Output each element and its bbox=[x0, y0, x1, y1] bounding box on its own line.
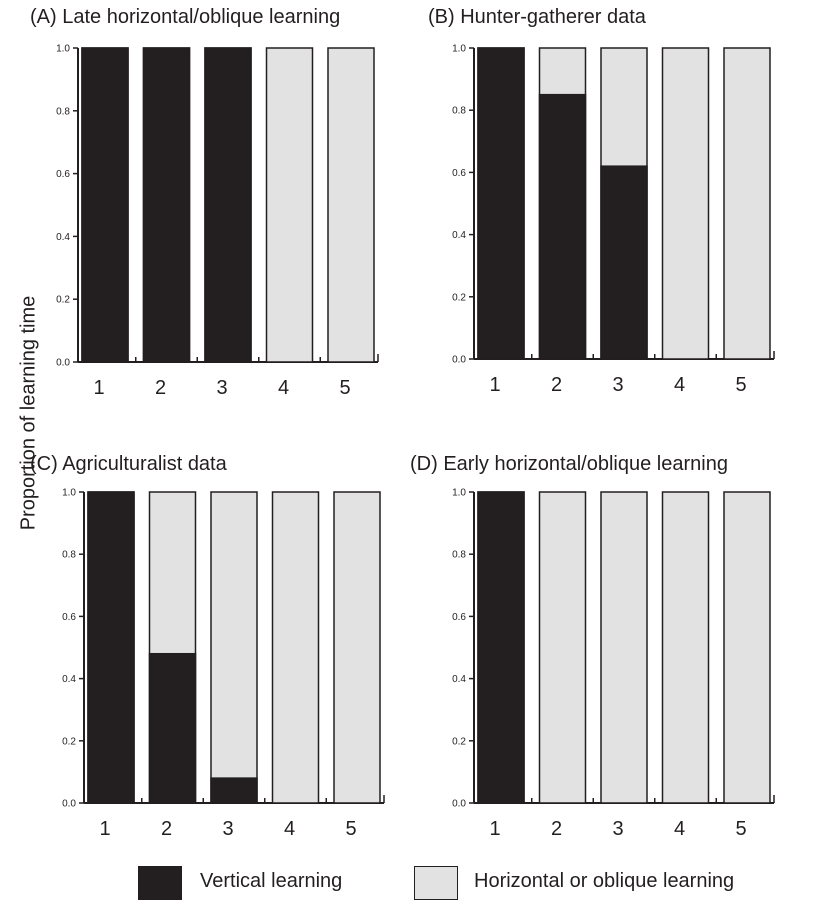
panel-c-y-tick-label: 0.0 bbox=[62, 799, 76, 810]
panel-a-x-tick-label: 2 bbox=[155, 377, 166, 399]
panel-b-x-tick-label: 4 bbox=[674, 374, 685, 396]
panel-d-x-tick-label: 5 bbox=[735, 818, 746, 840]
panel-d-y-tick-label: 0.4 bbox=[452, 674, 466, 685]
panel-c-x-tick-label: 4 bbox=[284, 818, 295, 840]
panel-c-y-tick-label: 0.4 bbox=[62, 674, 76, 685]
bar-horizontal-b-4 bbox=[663, 48, 709, 359]
panel-b-x-tick-label: 5 bbox=[735, 374, 746, 396]
panel-d-y-tick-label: 0.6 bbox=[452, 612, 466, 623]
panel-d-y-tick-label: 0.0 bbox=[452, 799, 466, 810]
panel-d-y-tick-label: 0.2 bbox=[452, 736, 466, 747]
bar-vertical-c-3 bbox=[211, 778, 257, 803]
panel-d-y-tick-label: 1.0 bbox=[452, 488, 466, 499]
panel-d-x-tick-label: 3 bbox=[612, 818, 623, 840]
panel-c-x-tick-label: 3 bbox=[222, 818, 233, 840]
bar-horizontal-b-5 bbox=[724, 48, 770, 359]
bar-vertical-b-3 bbox=[601, 166, 647, 359]
panel-a-y-tick-label: 0.8 bbox=[56, 106, 70, 117]
panel-a-x-tick-label: 4 bbox=[278, 377, 289, 399]
bar-vertical-b-2 bbox=[540, 95, 586, 359]
legend-vertical-label: Vertical learning bbox=[200, 870, 342, 893]
panel-d-x-tick-label: 1 bbox=[489, 818, 500, 840]
panel-a-x-tick-label: 5 bbox=[339, 377, 350, 399]
bar-horizontal-d-4 bbox=[663, 492, 709, 803]
bar-horizontal-d-3 bbox=[601, 492, 647, 803]
panel-a-y-tick-label: 0.4 bbox=[56, 232, 70, 243]
bar-vertical-c-1 bbox=[88, 492, 134, 803]
panel-d-y-tick-label: 0.8 bbox=[452, 550, 466, 561]
panel-c-x-tick-label: 5 bbox=[345, 818, 356, 840]
panel-b-y-tick-label: 0.6 bbox=[452, 168, 466, 179]
panel-c-x-tick-label: 2 bbox=[161, 818, 172, 840]
panel-c-y-tick-label: 0.2 bbox=[62, 736, 76, 747]
bar-vertical-a-3 bbox=[205, 48, 251, 362]
panel-b-y-tick-label: 0.0 bbox=[452, 355, 466, 366]
panel-a-y-tick-label: 0.6 bbox=[56, 169, 70, 180]
panel-b-x-tick-label: 2 bbox=[551, 374, 562, 396]
legend-vertical-swatch bbox=[138, 866, 182, 900]
bar-horizontal-d-2 bbox=[540, 492, 586, 803]
bar-horizontal-c-5 bbox=[334, 492, 380, 803]
bar-horizontal-c-4 bbox=[273, 492, 319, 803]
legend-horizontal-swatch bbox=[414, 866, 458, 900]
panel-d-x-tick-label: 4 bbox=[674, 818, 685, 840]
panel-a-y-tick-label: 0.2 bbox=[56, 295, 70, 306]
panel-b-y-tick-label: 0.4 bbox=[452, 230, 466, 241]
legend-horizontal-label: Horizontal or oblique learning bbox=[474, 870, 734, 893]
panel-c-x-tick-label: 1 bbox=[99, 818, 110, 840]
bar-horizontal-a-4 bbox=[267, 48, 313, 362]
panel-a-y-tick-label: 1.0 bbox=[56, 44, 70, 55]
panel-c-y-tick-label: 0.8 bbox=[62, 550, 76, 561]
bar-horizontal-a-5 bbox=[328, 48, 374, 362]
panel-a-x-tick-label: 3 bbox=[216, 377, 227, 399]
bar-vertical-b-1 bbox=[478, 48, 524, 359]
bar-vertical-c-2 bbox=[150, 654, 196, 803]
bar-horizontal-c-3 bbox=[211, 492, 257, 803]
panel-c-y-tick-label: 0.6 bbox=[62, 612, 76, 623]
panel-b-y-tick-label: 0.2 bbox=[452, 292, 466, 303]
bar-horizontal-d-5 bbox=[724, 492, 770, 803]
bar-vertical-a-2 bbox=[144, 48, 190, 362]
bar-vertical-d-1 bbox=[478, 492, 524, 803]
panel-d-x-tick-label: 2 bbox=[551, 818, 562, 840]
panel-a-x-tick-label: 1 bbox=[93, 377, 104, 399]
panel-a-y-tick-label: 0.0 bbox=[56, 358, 70, 369]
panel-b-x-tick-label: 1 bbox=[489, 374, 500, 396]
bar-vertical-a-1 bbox=[82, 48, 128, 362]
panel-c-y-tick-label: 1.0 bbox=[62, 488, 76, 499]
panel-b-x-tick-label: 3 bbox=[612, 374, 623, 396]
panel-b-y-tick-label: 0.8 bbox=[452, 106, 466, 117]
panel-b-y-tick-label: 1.0 bbox=[452, 44, 466, 55]
